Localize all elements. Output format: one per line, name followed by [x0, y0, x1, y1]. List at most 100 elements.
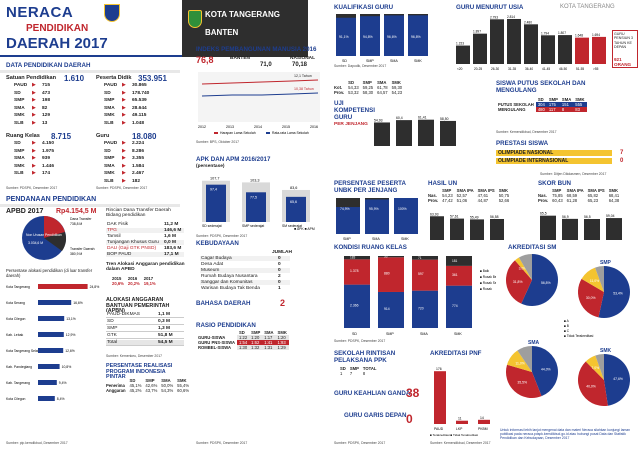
pie-value1: 738,8 M: [70, 222, 82, 226]
alokasi-label: SD: [106, 319, 184, 325]
usia-value: 2.814: [507, 15, 515, 19]
ipm-city-value: 76,8: [196, 55, 214, 65]
usia-group: 26-30: [491, 67, 499, 71]
header-cell: SMA: [377, 80, 387, 85]
header-cell: SD: [348, 80, 354, 85]
arrow-icon: ▶: [122, 98, 126, 103]
kondisi-value-ringan: 361: [452, 273, 458, 277]
pensiun-value: 921 ORANG: [614, 57, 632, 67]
akreditasi-pies: SD 56,8% 31,8% 3,0% SMP 53,4% 30,0% 11,0% SMA 44,…: [506, 252, 630, 406]
kondisi-value-ringan: 880: [384, 272, 390, 276]
source-dapodik-2: Sumber: PDSPK, Desember 2017: [96, 186, 148, 190]
pie-label1: Dana Transfer: [70, 217, 92, 221]
rincian-value: 183,6 M: [164, 246, 182, 251]
table-cell: 61,28: [566, 198, 578, 203]
table-row: 1 7 8: [334, 371, 378, 376]
akreditasi-value: 11,0%: [515, 362, 524, 366]
prestasi-title: PRESTASI SISWA: [496, 140, 549, 147]
arrow-icon: ▶: [122, 120, 126, 126]
kualifikasi-bar: [384, 15, 404, 56]
prestasi-label: OLIMPIADE NASIONAL: [496, 150, 612, 156]
item-value: 1.446: [42, 163, 55, 169]
table: SD SMP SMA SMK Kot. 54,33 59,25 61,78 59,30 Prov.…: [332, 80, 404, 95]
rincian-label: Tunjangan Khusus Guru: [106, 240, 184, 245]
kebudayaan-label: Sanggar dan Komunitas: [200, 280, 290, 285]
table-cell: 51,06: [456, 198, 468, 203]
table: SMP SMA IPA SMA IPS SMK Nas. 75,85 68,59 65,82 6…: [536, 188, 621, 203]
usia-group: 31-35: [508, 67, 516, 71]
alokasi-label: GTK: [106, 333, 184, 339]
table-header-row: SD SMP TOTAL: [334, 366, 378, 371]
ipm-line-harapan: [201, 79, 319, 85]
source-garis: Sumber: PDSPK, Desember 2017: [334, 441, 386, 445]
apm-value: 97,4: [210, 188, 217, 192]
apk-subtitle: (persentase): [196, 164, 225, 169]
bar-value: 60,4: [396, 116, 403, 120]
usia-bar: [558, 35, 572, 64]
apk-value: 83,6: [290, 186, 297, 190]
ipm-years: 2012 2013 2014 2015 2016: [198, 125, 318, 129]
header-left: NERACA PENDIDIKAN DAERAH 2017: [0, 0, 182, 57]
bar: [470, 219, 484, 240]
ipm-legend2: Rata-rata Lama Sekolah: [272, 131, 309, 135]
skor-bun-table: SMP SMA IPA SMA IPS SMK Nas. 75,85 68,59 65,82 6…: [536, 188, 621, 203]
apk-category: SMP sederajat: [242, 224, 264, 228]
bar: [440, 120, 456, 146]
apm-value: 65,6: [290, 200, 297, 204]
apk-value: 107,7: [210, 177, 220, 181]
kab-value: 10,8%: [62, 365, 72, 369]
usia-bar: [507, 18, 521, 65]
rincian-label: Tamsil: [106, 234, 184, 239]
pnf-cat: PAUD: [434, 427, 444, 431]
akreditasi-slice: [585, 355, 604, 380]
usia-group: 51-55: [576, 67, 584, 71]
header-cell: SMA: [161, 378, 171, 383]
table-cell: 1:31: [262, 345, 276, 350]
table-cell: 54,3%: [161, 388, 174, 393]
item-value: 65.539: [132, 98, 147, 103]
table-row: GURU PNS-SISWA 1:54 1:62 1:41 1:93: [196, 340, 289, 345]
alokasi-value: 1,3 M: [158, 326, 170, 331]
pie-dana-transfer: [44, 216, 65, 238]
table-cell: 52,66: [498, 198, 510, 203]
kualifikasi-value: 91,1%: [339, 35, 349, 39]
item-label: SD: [104, 148, 111, 154]
source-pnf: Sumber: Kemendikbud, Desember 2017: [430, 441, 491, 445]
rincian-value: 17,1 M: [164, 252, 179, 257]
akreditasi-legend: ■ B: [564, 324, 569, 328]
akreditasi-legend: ■ Tidak Terakreditasi: [564, 334, 594, 338]
prestasi-label: OLIMPIADE INTERNASIONAL: [496, 158, 612, 164]
item-value: 174: [42, 171, 51, 176]
apbd-label: APBD 2017: [6, 208, 44, 215]
bar-value: 59,04: [606, 214, 615, 218]
header-cell: TOTAL: [362, 366, 377, 371]
table-cell: 1:20: [249, 335, 263, 340]
item-label: PAUD: [14, 83, 28, 88]
bar-value: 65,5: [540, 212, 547, 216]
akreditasi-label: SD: [528, 252, 535, 254]
table-cell: 555: [573, 102, 587, 107]
ipm-title: INDEKS PEMBANGUNAN MANUSIA 2016: [196, 46, 317, 53]
table: SD SMP SMA SMK PUTUS SEKOLAH 304 175 151 555 MENG…: [496, 97, 587, 112]
header-cell: SD: [537, 97, 544, 102]
akreditasi-slice: [578, 278, 604, 318]
akreditasi-value: 7,0%: [591, 366, 599, 370]
apk-value: 103,3: [250, 178, 260, 182]
arrow-icon: ▶: [122, 141, 126, 146]
row-label: Nas.: [538, 193, 547, 198]
putus-title: SISWA PUTUS SEKOLAH DAN MENGULANG: [496, 80, 586, 94]
kualifikasi-cat: SMP: [366, 59, 374, 63]
realisasi-title: PERSENTASE REALISASI PROGRAM INDONESIA P…: [106, 363, 173, 380]
table-cell: 480: [535, 107, 547, 112]
table-cell: 1:54: [237, 340, 250, 345]
kebudayaan-value: 0: [278, 268, 281, 273]
table-cell: 68,41: [608, 193, 620, 198]
kab-bar-chart: Kota Tangerang 24,8% Kota Serang 16,6% Kota …: [6, 284, 99, 401]
skor-bun-title: SKOR BUN: [538, 180, 572, 187]
usia-group: 41-45: [542, 67, 550, 71]
kab-bar: [38, 364, 60, 369]
tren-title: Tren Alokasi Anggaran pendidikan dalam A…: [106, 262, 185, 272]
akreditasi-label: SMP: [600, 260, 612, 266]
item-label: PAUD: [104, 83, 118, 88]
table-cell: 52,57: [456, 193, 468, 198]
